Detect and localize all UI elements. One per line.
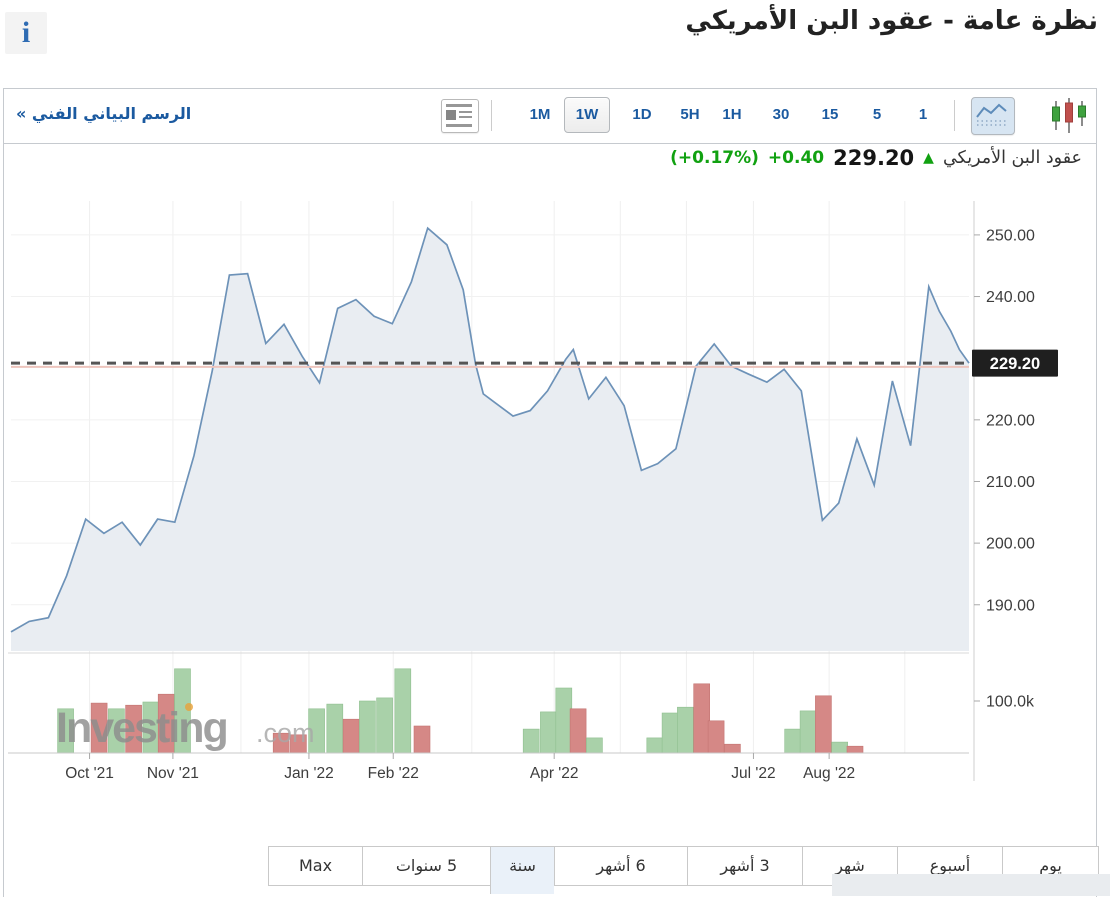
toolbar-divider bbox=[491, 100, 492, 131]
toolbar-divider bbox=[954, 100, 955, 131]
news-layout-icon[interactable] bbox=[441, 99, 479, 133]
volume-bars bbox=[57, 668, 864, 754]
last-price: 229.20 bbox=[833, 146, 915, 170]
svg-text:240.00: 240.00 bbox=[986, 289, 1035, 306]
svg-text:Investing: Investing bbox=[56, 704, 227, 752]
svg-text:Apr '22: Apr '22 bbox=[530, 765, 579, 782]
range-tab-7[interactable]: Max bbox=[298, 856, 333, 875]
svg-text:220.00: 220.00 bbox=[986, 412, 1035, 429]
svg-text:.com: .com bbox=[256, 718, 315, 748]
range-tab-2[interactable]: شهر bbox=[802, 847, 897, 885]
current-price-tag-text: 229.20 bbox=[990, 355, 1040, 373]
candlestick-icon bbox=[1052, 98, 1086, 133]
timeframe-button-1m[interactable]: 1M bbox=[529, 106, 551, 123]
svg-text:Nov '21: Nov '21 bbox=[147, 765, 199, 782]
range-tab-3[interactable]: 3 أشهر bbox=[687, 847, 802, 885]
range-tab-4[interactable]: 6 أشهر bbox=[554, 847, 687, 885]
svg-text:250.00: 250.00 bbox=[986, 227, 1035, 244]
candlestick-chart-type-button[interactable] bbox=[1048, 97, 1090, 135]
technical-chart-link[interactable]: الرسم البياني الفني » bbox=[16, 104, 192, 123]
chart-toolbar: الرسم البياني الفني » 1M 1W 1D 5H 1H 30 15 5 1 bbox=[4, 89, 1096, 144]
svg-text:200.00: 200.00 bbox=[986, 536, 1035, 553]
bottom-overlay bbox=[832, 874, 1110, 896]
timeframe-button-5h[interactable]: 5H bbox=[680, 106, 700, 123]
chart-container: الرسم البياني الفني » 1M 1W 1D 5H 1H 30 15 5 1 bbox=[3, 88, 1099, 897]
y-axis-labels: 250.00 240.00 220.00 210.00 200.00 190.00 100.… bbox=[974, 227, 1035, 711]
svg-text:Feb '22: Feb '22 bbox=[368, 765, 419, 782]
range-tab-bar: يوم أسبوع شهر 3 أشهر 6 أشهر سنة 5 سنوات Max bbox=[268, 846, 1099, 894]
up-arrow-icon: ▲ bbox=[923, 150, 934, 166]
svg-text:Aug '22: Aug '22 bbox=[803, 765, 855, 782]
timeframe-button-15[interactable]: 15 bbox=[821, 106, 839, 123]
timeframe-button-30[interactable]: 30 bbox=[772, 106, 790, 123]
current-price-tag bbox=[972, 349, 1058, 377]
svg-text:Jan '22: Jan '22 bbox=[284, 765, 334, 782]
timeframe-button-1d[interactable]: 1D bbox=[632, 106, 652, 123]
page-title: نظرة عامة - عقود البن الأمريكي bbox=[685, 6, 1098, 36]
svg-text:210.00: 210.00 bbox=[986, 474, 1035, 491]
svg-text:Oct '21: Oct '21 bbox=[65, 765, 114, 782]
timeframe-button-1h[interactable]: 1H bbox=[722, 106, 742, 123]
price-line bbox=[10, 226, 970, 633]
range-tab-0[interactable]: يوم bbox=[1002, 847, 1098, 885]
watermark: Investing .com bbox=[56, 703, 315, 752]
price-change-pct: (+0.17%) bbox=[670, 148, 759, 168]
quote-header: عقود البن الأمريكي ▲ 229.20 +0.40 (+0.17… bbox=[670, 146, 1082, 170]
x-axis-labels: Oct '21 Nov '21 Jan '22 Feb '22 Apr '22 Jul '… bbox=[65, 753, 855, 782]
area-chart-icon bbox=[976, 103, 1007, 126]
instrument-name: عقود البن الأمريكي bbox=[942, 148, 1082, 168]
area-chart-type-button[interactable] bbox=[971, 97, 1015, 135]
range-tab-1[interactable]: أسبوع bbox=[897, 847, 1002, 885]
area-fill bbox=[11, 228, 969, 651]
range-tab-5[interactable]: سنة bbox=[490, 847, 554, 894]
price-volume-chart[interactable]: Investing .com 250.00 240.00 220.00 210.00 200… bbox=[4, 144, 1096, 844]
svg-text:Jul '22: Jul '22 bbox=[731, 765, 775, 782]
info-icon[interactable]: i bbox=[5, 12, 47, 54]
timeframe-button-1w[interactable]: 1W bbox=[564, 97, 610, 133]
svg-text:190.00: 190.00 bbox=[986, 597, 1035, 614]
svg-text:100.0k: 100.0k bbox=[986, 694, 1035, 711]
timeframe-button-1[interactable]: 1 bbox=[918, 106, 928, 123]
range-tab-6[interactable]: 5 سنوات bbox=[362, 847, 490, 885]
price-change: +0.40 bbox=[767, 148, 825, 168]
timeframe-button-5[interactable]: 5 bbox=[872, 106, 882, 123]
